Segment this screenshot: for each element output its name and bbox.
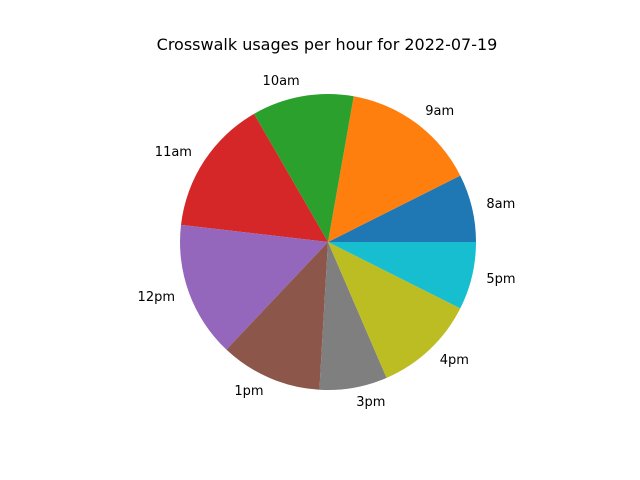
pie-slice-5pm xyxy=(328,242,476,309)
pie-label-9am: 9am xyxy=(425,104,454,119)
pie-slice-8am xyxy=(328,175,476,242)
pie-label-3pm: 3pm xyxy=(356,395,385,410)
pie-label-11am: 11am xyxy=(155,145,192,160)
chart-title: Crosswalk usages per hour for 2022-07-19 xyxy=(157,35,498,54)
pie-slice-11am xyxy=(181,113,328,242)
pie-label-4pm: 4pm xyxy=(440,353,469,368)
pie-labels: 8am 9am 10am 11am 12pm 1pm 3pm 4pm 5pm xyxy=(138,74,516,410)
pie-slice-10am xyxy=(254,94,354,242)
pie-label-5pm: 5pm xyxy=(486,272,515,287)
pie-slice-3pm xyxy=(319,242,387,391)
pie-slices xyxy=(180,94,476,391)
pie-slice-4pm xyxy=(328,242,461,378)
pie-label-12pm: 12pm xyxy=(138,290,175,305)
pie-slice-12pm xyxy=(180,224,328,350)
pie-label-10am: 10am xyxy=(263,74,300,89)
pie-slice-1pm xyxy=(226,242,328,390)
pie-label-8am: 8am xyxy=(486,197,515,212)
pie-slice-9am xyxy=(328,96,461,242)
pie-label-1pm: 1pm xyxy=(234,384,263,399)
